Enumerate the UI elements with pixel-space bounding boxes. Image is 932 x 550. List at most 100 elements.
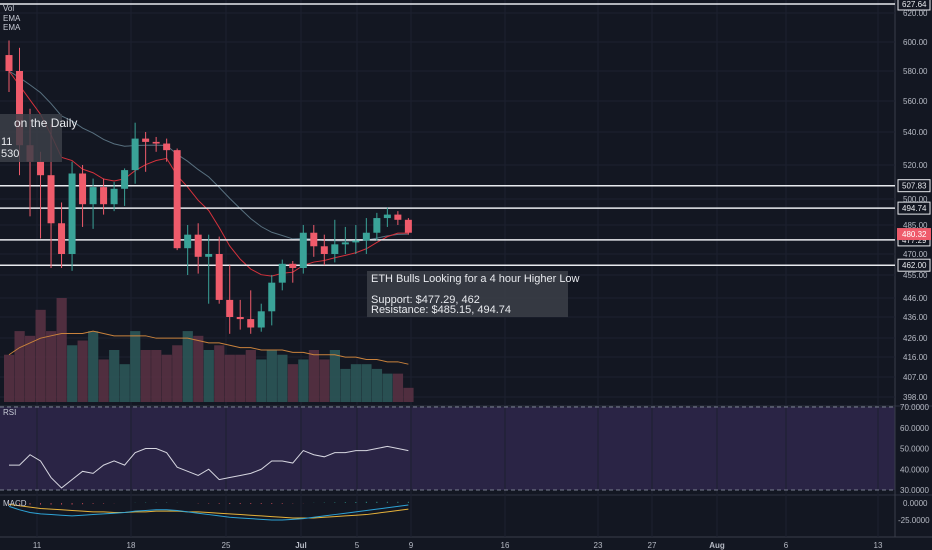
candle-body <box>47 175 55 224</box>
volume-bar <box>319 359 330 402</box>
volume-bar <box>277 354 288 402</box>
level-label-box <box>897 0 931 11</box>
candle-body <box>79 173 87 205</box>
price-axis-label: 560.00 <box>903 97 928 106</box>
ema-slow-line <box>8 70 409 242</box>
candle-body <box>110 188 118 205</box>
volume-bar <box>382 373 393 402</box>
time-axis-label: Jul <box>295 541 307 550</box>
left-annotation-box: on the Daily 11 530 <box>0 114 77 162</box>
price-axis-label: 426.00 <box>903 334 928 343</box>
price-axis-label: 620.00 <box>903 9 928 18</box>
price-axis-label: 485.00 <box>903 221 928 230</box>
candle-body <box>383 214 391 219</box>
time-axis-label: 11 <box>33 541 42 550</box>
candle-body <box>310 232 318 247</box>
candle-body <box>184 234 192 249</box>
time-axis-label: 25 <box>222 541 231 550</box>
volume-bar <box>182 331 193 402</box>
vol-indicator-label[interactable]: Vol <box>3 4 15 13</box>
annotation-box: ETH Bulls Looking for a 4 hour Higher Lo… <box>367 271 580 317</box>
volume-bar <box>161 354 172 402</box>
level-label: 477.29 <box>902 236 927 245</box>
volume-bar <box>361 364 372 402</box>
rsi-axis-label: 70.0000 <box>900 403 929 412</box>
left-annotation-line2: 530 <box>1 148 20 160</box>
volume-bar <box>140 350 151 402</box>
time-axis-label: 23 <box>594 541 603 550</box>
candle-body <box>226 299 234 317</box>
ema-slow-label[interactable]: EMA <box>3 23 21 32</box>
candle-body <box>278 263 286 283</box>
volume-bar <box>88 331 99 402</box>
candle-body <box>5 55 13 71</box>
left-annotation-title: on the Daily <box>14 116 78 130</box>
volume-bar <box>67 345 78 402</box>
volume-bar <box>77 340 88 402</box>
volume-bar <box>350 364 362 402</box>
annotation-resistance: Resistance: $485.15, 494.74 <box>371 304 512 316</box>
candle-body <box>331 244 339 254</box>
annotation-title: ETH Bulls Looking for a 4 hour Higher Lo… <box>371 273 580 285</box>
volume-bar <box>224 354 235 402</box>
level-label-box <box>897 179 931 193</box>
volume-bar <box>298 359 309 402</box>
price-axis-label: 416.00 <box>903 353 928 362</box>
rsi-axis-label: 50.0000 <box>900 445 929 454</box>
macd-line <box>8 504 409 521</box>
price-axis-label: 520.00 <box>903 161 928 170</box>
candle-body <box>152 141 160 144</box>
rsi-line <box>9 445 409 489</box>
price-axis-label: 600.00 <box>903 38 928 47</box>
volume-bar <box>151 350 162 402</box>
candle-body <box>394 214 402 220</box>
candle-body <box>173 150 181 249</box>
volume-ma-line <box>8 330 409 365</box>
macd-indicator-label[interactable]: MACD <box>3 499 27 508</box>
candle-body <box>320 246 328 254</box>
time-axis-label: 9 <box>409 541 414 550</box>
annotation-support: Support: $477.29, 462 <box>371 294 480 306</box>
candle-body <box>373 218 381 233</box>
volume-bar <box>25 335 36 402</box>
level-label: 627.64 <box>902 0 927 9</box>
volume-bar <box>35 309 46 402</box>
level-label-box <box>897 201 931 215</box>
rsi-indicator-label[interactable]: RSI <box>3 408 17 417</box>
time-axis-label: 27 <box>648 541 657 550</box>
time-axis-label: 6 <box>784 541 789 550</box>
volume-bar <box>98 359 109 402</box>
price-axis-label: 436.00 <box>903 313 928 322</box>
candle-body <box>100 187 108 205</box>
volume-bar <box>287 364 298 402</box>
candle-body <box>236 317 244 320</box>
rsi-axis-label: 30.0000 <box>900 486 929 495</box>
ema-fast-label[interactable]: EMA <box>3 14 21 23</box>
volume-bar <box>193 335 204 402</box>
candle-body <box>131 138 139 171</box>
candle-body <box>142 138 150 142</box>
candle-body <box>247 319 255 328</box>
volume-bar <box>172 345 183 402</box>
volume-bar <box>403 387 414 402</box>
candle-body <box>89 187 97 205</box>
price-axis-label: 398.00 <box>903 393 928 402</box>
price-axis-label: 470.00 <box>903 250 928 259</box>
rsi-axis-label: 40.0000 <box>900 465 929 474</box>
candle-body <box>68 173 76 254</box>
rsi-band-fill <box>0 407 895 490</box>
macd-signal-line <box>8 503 409 519</box>
macd-axis-label: -25.0000 <box>898 516 930 525</box>
volume-bar <box>203 350 214 402</box>
candle-body <box>257 311 265 328</box>
left-annotation-line1: 11 <box>1 136 13 148</box>
candle-body <box>37 161 45 176</box>
price-axis-label: 446.00 <box>903 294 928 303</box>
candle-body <box>299 232 307 268</box>
volume-bar <box>46 331 57 402</box>
candle-body <box>352 240 360 243</box>
time-axis-label: 16 <box>501 541 510 550</box>
price-axis-label: 500.00 <box>903 195 928 204</box>
level-label: 507.83 <box>902 182 927 191</box>
